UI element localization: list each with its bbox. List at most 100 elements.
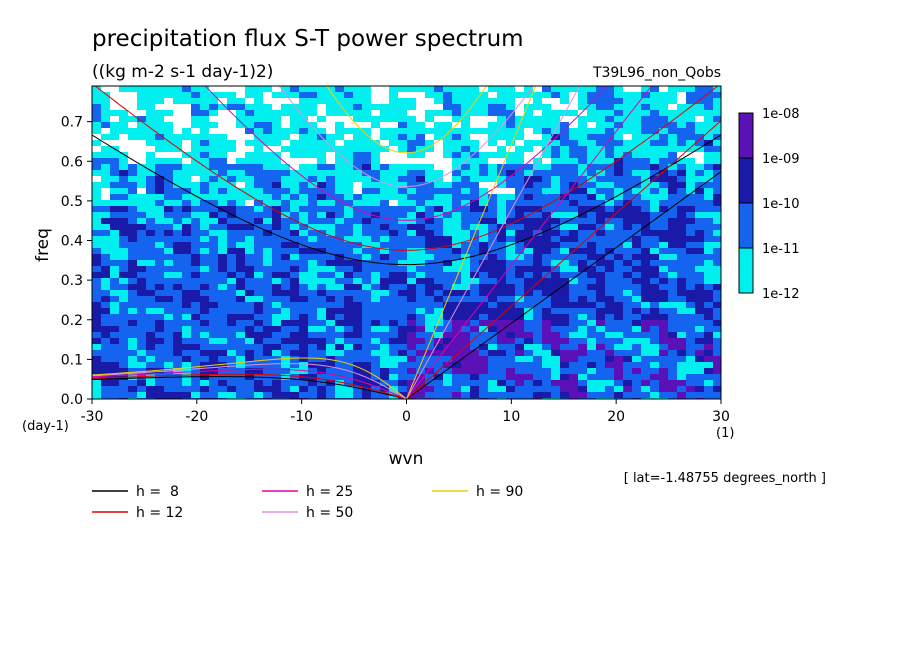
spectrum-cell: [443, 368, 452, 374]
spectrum-cell: [389, 152, 398, 158]
spectrum-cell: [623, 212, 632, 218]
spectrum-cell: [677, 140, 686, 146]
spectrum-cell: [344, 152, 353, 158]
spectrum-cell: [398, 350, 407, 356]
spectrum-cell: [533, 374, 542, 380]
spectrum-cell: [533, 236, 542, 242]
spectrum-cell: [686, 356, 695, 362]
spectrum-cell: [92, 272, 101, 278]
spectrum-cell: [587, 200, 596, 206]
spectrum-cell: [272, 290, 281, 296]
spectrum-cell: [515, 278, 524, 284]
spectrum-cell: [641, 344, 650, 350]
spectrum-cell: [470, 146, 479, 152]
spectrum-cell: [227, 392, 236, 398]
spectrum-cell: [578, 146, 587, 152]
spectrum-cell: [434, 104, 443, 110]
spectrum-cell: [596, 326, 605, 332]
spectrum-cell: [416, 248, 425, 254]
spectrum-cell: [434, 296, 443, 302]
spectrum-cell: [200, 212, 209, 218]
kelvin-curve: [406, 86, 581, 399]
spectrum-cell: [695, 116, 704, 122]
spectrum-cell: [254, 140, 263, 146]
spectrum-cell: [236, 104, 245, 110]
spectrum-cell: [191, 146, 200, 152]
spectrum-cell: [209, 350, 218, 356]
spectrum-cell: [191, 212, 200, 218]
spectrum-cell: [389, 338, 398, 344]
spectrum-cell: [713, 344, 721, 350]
spectrum-cell: [227, 368, 236, 374]
spectrum-cell: [236, 164, 245, 170]
spectrum-cell: [533, 104, 542, 110]
spectrum-cell: [623, 92, 632, 98]
spectrum-cell: [695, 164, 704, 170]
spectrum-cell: [371, 368, 380, 374]
spectrum-cell: [677, 206, 686, 212]
spectrum-cell: [605, 134, 614, 140]
spectrum-cell: [200, 116, 209, 122]
spectrum-cell: [596, 308, 605, 314]
y-tick-label: 0.1: [61, 352, 83, 368]
spectrum-cell: [659, 176, 668, 182]
spectrum-cell: [254, 110, 263, 116]
spectrum-cell: [587, 122, 596, 128]
spectrum-cell: [443, 248, 452, 254]
spectrum-cell: [263, 308, 272, 314]
spectrum-cell: [272, 362, 281, 368]
spectrum-cell: [200, 230, 209, 236]
spectrum-cell: [200, 122, 209, 128]
spectrum-cell: [704, 386, 713, 392]
spectrum-cell: [164, 236, 173, 242]
colorbar-swatch: [738, 157, 754, 204]
spectrum-cell: [164, 212, 173, 218]
spectrum-cell: [128, 356, 137, 362]
spectrum-cell: [434, 278, 443, 284]
spectrum-cell: [632, 116, 641, 122]
spectrum-cell: [119, 284, 128, 290]
spectrum-cell: [200, 356, 209, 362]
spectrum-cell: [353, 116, 362, 122]
spectrum-cell: [245, 176, 254, 182]
spectrum-cell: [425, 164, 434, 170]
spectrum-cell: [479, 218, 488, 224]
spectrum-cell: [299, 158, 308, 164]
spectrum-cell: [398, 362, 407, 368]
spectrum-cell: [398, 128, 407, 134]
spectrum-cell: [398, 254, 407, 260]
spectrum-cell: [335, 164, 344, 170]
spectrum-cell: [263, 140, 272, 146]
spectrum-cell: [605, 170, 614, 176]
spectrum-cell: [299, 146, 308, 152]
spectrum-cell: [290, 152, 299, 158]
spectrum-cell: [506, 230, 515, 236]
spectrum-cell: [353, 134, 362, 140]
spectrum-cell: [299, 140, 308, 146]
spectrum-cell: [119, 134, 128, 140]
spectrum-cell: [380, 212, 389, 218]
spectrum-cell: [605, 242, 614, 248]
spectrum-cell: [677, 218, 686, 224]
spectrum-field: [92, 86, 721, 399]
spectrum-cell: [524, 392, 533, 398]
spectrum-cell: [452, 86, 461, 92]
spectrum-cell: [227, 176, 236, 182]
spectrum-cell: [308, 386, 317, 392]
spectrum-cell: [704, 110, 713, 116]
spectrum-cell: [704, 344, 713, 350]
spectrum-cell: [506, 326, 515, 332]
spectrum-cell: [551, 116, 560, 122]
spectrum-cell: [137, 194, 146, 200]
spectrum-cell: [659, 242, 668, 248]
spectrum-cell: [245, 110, 254, 116]
spectrum-cell: [704, 146, 713, 152]
spectrum-cell: [515, 290, 524, 296]
spectrum-cell: [623, 362, 632, 368]
spectrum-cell: [398, 356, 407, 362]
spectrum-cell: [245, 320, 254, 326]
spectrum-cell: [92, 146, 101, 152]
spectrum-cell: [326, 158, 335, 164]
spectrum-cell: [398, 116, 407, 122]
spectrum-cell: [452, 152, 461, 158]
